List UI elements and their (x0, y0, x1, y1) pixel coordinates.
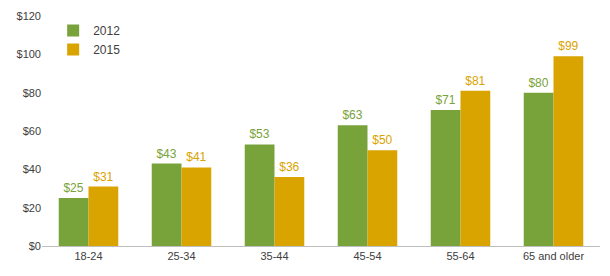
svg-text:35-44: 35-44 (260, 250, 288, 262)
svg-text:$60: $60 (23, 125, 41, 137)
svg-text:$100: $100 (17, 48, 41, 60)
svg-text:65 and older: 65 and older (523, 250, 584, 262)
svg-text:$120: $120 (17, 10, 41, 22)
svg-text:$40: $40 (23, 163, 41, 175)
svg-text:$99: $99 (558, 39, 578, 53)
svg-text:$31: $31 (93, 170, 113, 184)
svg-text:2015: 2015 (93, 43, 120, 57)
svg-text:$80: $80 (528, 76, 548, 90)
svg-text:$50: $50 (372, 133, 392, 147)
svg-text:$0: $0 (29, 240, 41, 252)
svg-text:$80: $80 (23, 87, 41, 99)
svg-text:$20: $20 (23, 202, 41, 214)
svg-text:$25: $25 (63, 181, 83, 195)
svg-text:2012: 2012 (93, 24, 120, 38)
svg-text:$43: $43 (156, 147, 176, 161)
svg-text:$63: $63 (342, 108, 362, 122)
svg-text:$81: $81 (465, 74, 485, 88)
svg-text:45-54: 45-54 (353, 250, 381, 262)
svg-text:55-64: 55-64 (446, 250, 474, 262)
svg-text:$41: $41 (186, 150, 206, 164)
svg-text:$53: $53 (249, 127, 269, 141)
svg-text:25-34: 25-34 (167, 250, 195, 262)
svg-text:$71: $71 (435, 93, 455, 107)
svg-text:18-24: 18-24 (74, 250, 102, 262)
svg-text:$36: $36 (279, 160, 299, 174)
